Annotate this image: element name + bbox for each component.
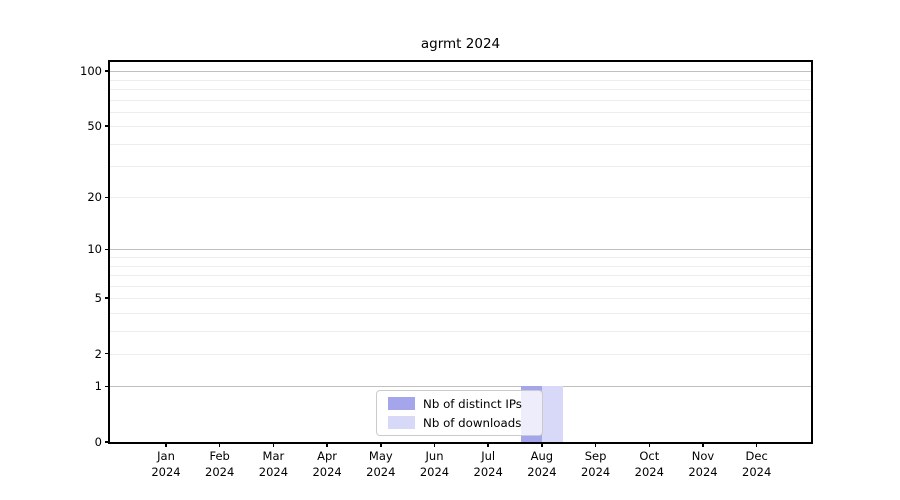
- gridline-minor-30: [110, 166, 811, 168]
- y-tick-label-20: 20: [87, 190, 102, 205]
- chart-title: agrmt 2024: [420, 36, 501, 52]
- x-tick-dec: [755, 442, 758, 447]
- legend-label-downloads: Nb of downloads: [423, 415, 522, 430]
- y-tick-100: [105, 70, 110, 72]
- x-tick-label-feb: Feb 2024: [205, 449, 235, 479]
- x-tick-label-aug: Aug 2024: [527, 449, 557, 479]
- plot-area: [110, 62, 811, 442]
- x-tick-label-may: May 2024: [366, 449, 396, 479]
- legend-item-downloads: Nb of downloads: [388, 416, 531, 430]
- gridline-minor-90: [110, 79, 811, 81]
- y-tick-2: [105, 352, 110, 355]
- gridline-minor-7: [110, 274, 811, 276]
- legend-swatch-downloads: [388, 416, 415, 429]
- y-tick-20: [105, 196, 110, 199]
- x-tick-may: [380, 442, 382, 447]
- y-tick-10: [105, 248, 110, 251]
- x-tick-apr: [326, 442, 328, 447]
- gridline-minor-3: [110, 330, 811, 332]
- x-tick-sep: [594, 442, 597, 447]
- x-tick-jun: [433, 442, 436, 447]
- y-tick-label-50: 50: [87, 119, 102, 134]
- y-tick-1: [105, 385, 110, 388]
- y-tick-label-1: 1: [94, 379, 102, 394]
- gridline-major-100: [110, 71, 811, 73]
- x-tick-feb: [218, 442, 221, 447]
- x-tick-label-apr: Apr 2024: [312, 449, 342, 479]
- y-tick-50: [105, 125, 110, 127]
- y-tick-label-5: 5: [94, 291, 102, 305]
- gridline-major-10: [110, 249, 811, 251]
- y-tick-label-2: 2: [94, 346, 102, 361]
- x-tick-label-nov: Nov 2024: [688, 449, 718, 479]
- gridline-minor-70: [110, 99, 811, 101]
- y-tick-label-100: 100: [80, 64, 102, 79]
- x-tick-label-mar: Mar 2024: [258, 449, 289, 479]
- x-tick-label-jan: Jan 2024: [151, 449, 181, 479]
- x-tick-mar: [272, 442, 275, 447]
- x-tick-label-jun: Jun 2024: [419, 449, 450, 479]
- x-tick-jan: [165, 442, 167, 447]
- gridline-major-1: [110, 386, 811, 388]
- gridline-minor-5: [110, 298, 811, 299]
- legend-item-distinct-ips: Nb of distinct IPs: [388, 397, 531, 411]
- gridline-minor-80: [110, 88, 811, 90]
- y-tick-5: [105, 297, 110, 299]
- gridline-minor-8: [110, 265, 811, 267]
- bar-aug-series1: [541, 386, 564, 442]
- gridline-minor-2: [110, 353, 811, 355]
- gridline-minor-40: [110, 143, 811, 145]
- x-tick-jul: [487, 442, 489, 447]
- x-tick-label-dec: Dec 2024: [742, 449, 772, 479]
- x-tick-label-jul: Jul 2024: [473, 449, 503, 479]
- x-tick-oct: [648, 442, 651, 447]
- x-tick-nov: [702, 442, 704, 447]
- x-tick-aug: [541, 442, 543, 447]
- x-tick-label-sep: Sep 2024: [580, 449, 611, 479]
- gridline-minor-50: [110, 126, 811, 128]
- legend-swatch-distinct-ips: [388, 397, 415, 410]
- legend-label-distinct-ips: Nb of distinct IPs: [423, 396, 522, 411]
- gridline-minor-9: [110, 257, 811, 258]
- y-tick-label-0: 0: [94, 435, 102, 449]
- y-tick-label-10: 10: [87, 242, 102, 257]
- gridline-minor-6: [110, 285, 811, 287]
- legend: Nb of distinct IPs Nb of downloads: [376, 390, 543, 436]
- gridline-minor-60: [110, 111, 811, 113]
- gridline-minor-20: [110, 197, 811, 199]
- gridline-minor-4: [110, 312, 811, 314]
- x-tick-label-oct: Oct 2024: [634, 449, 664, 479]
- y-tick-0: [105, 441, 110, 443]
